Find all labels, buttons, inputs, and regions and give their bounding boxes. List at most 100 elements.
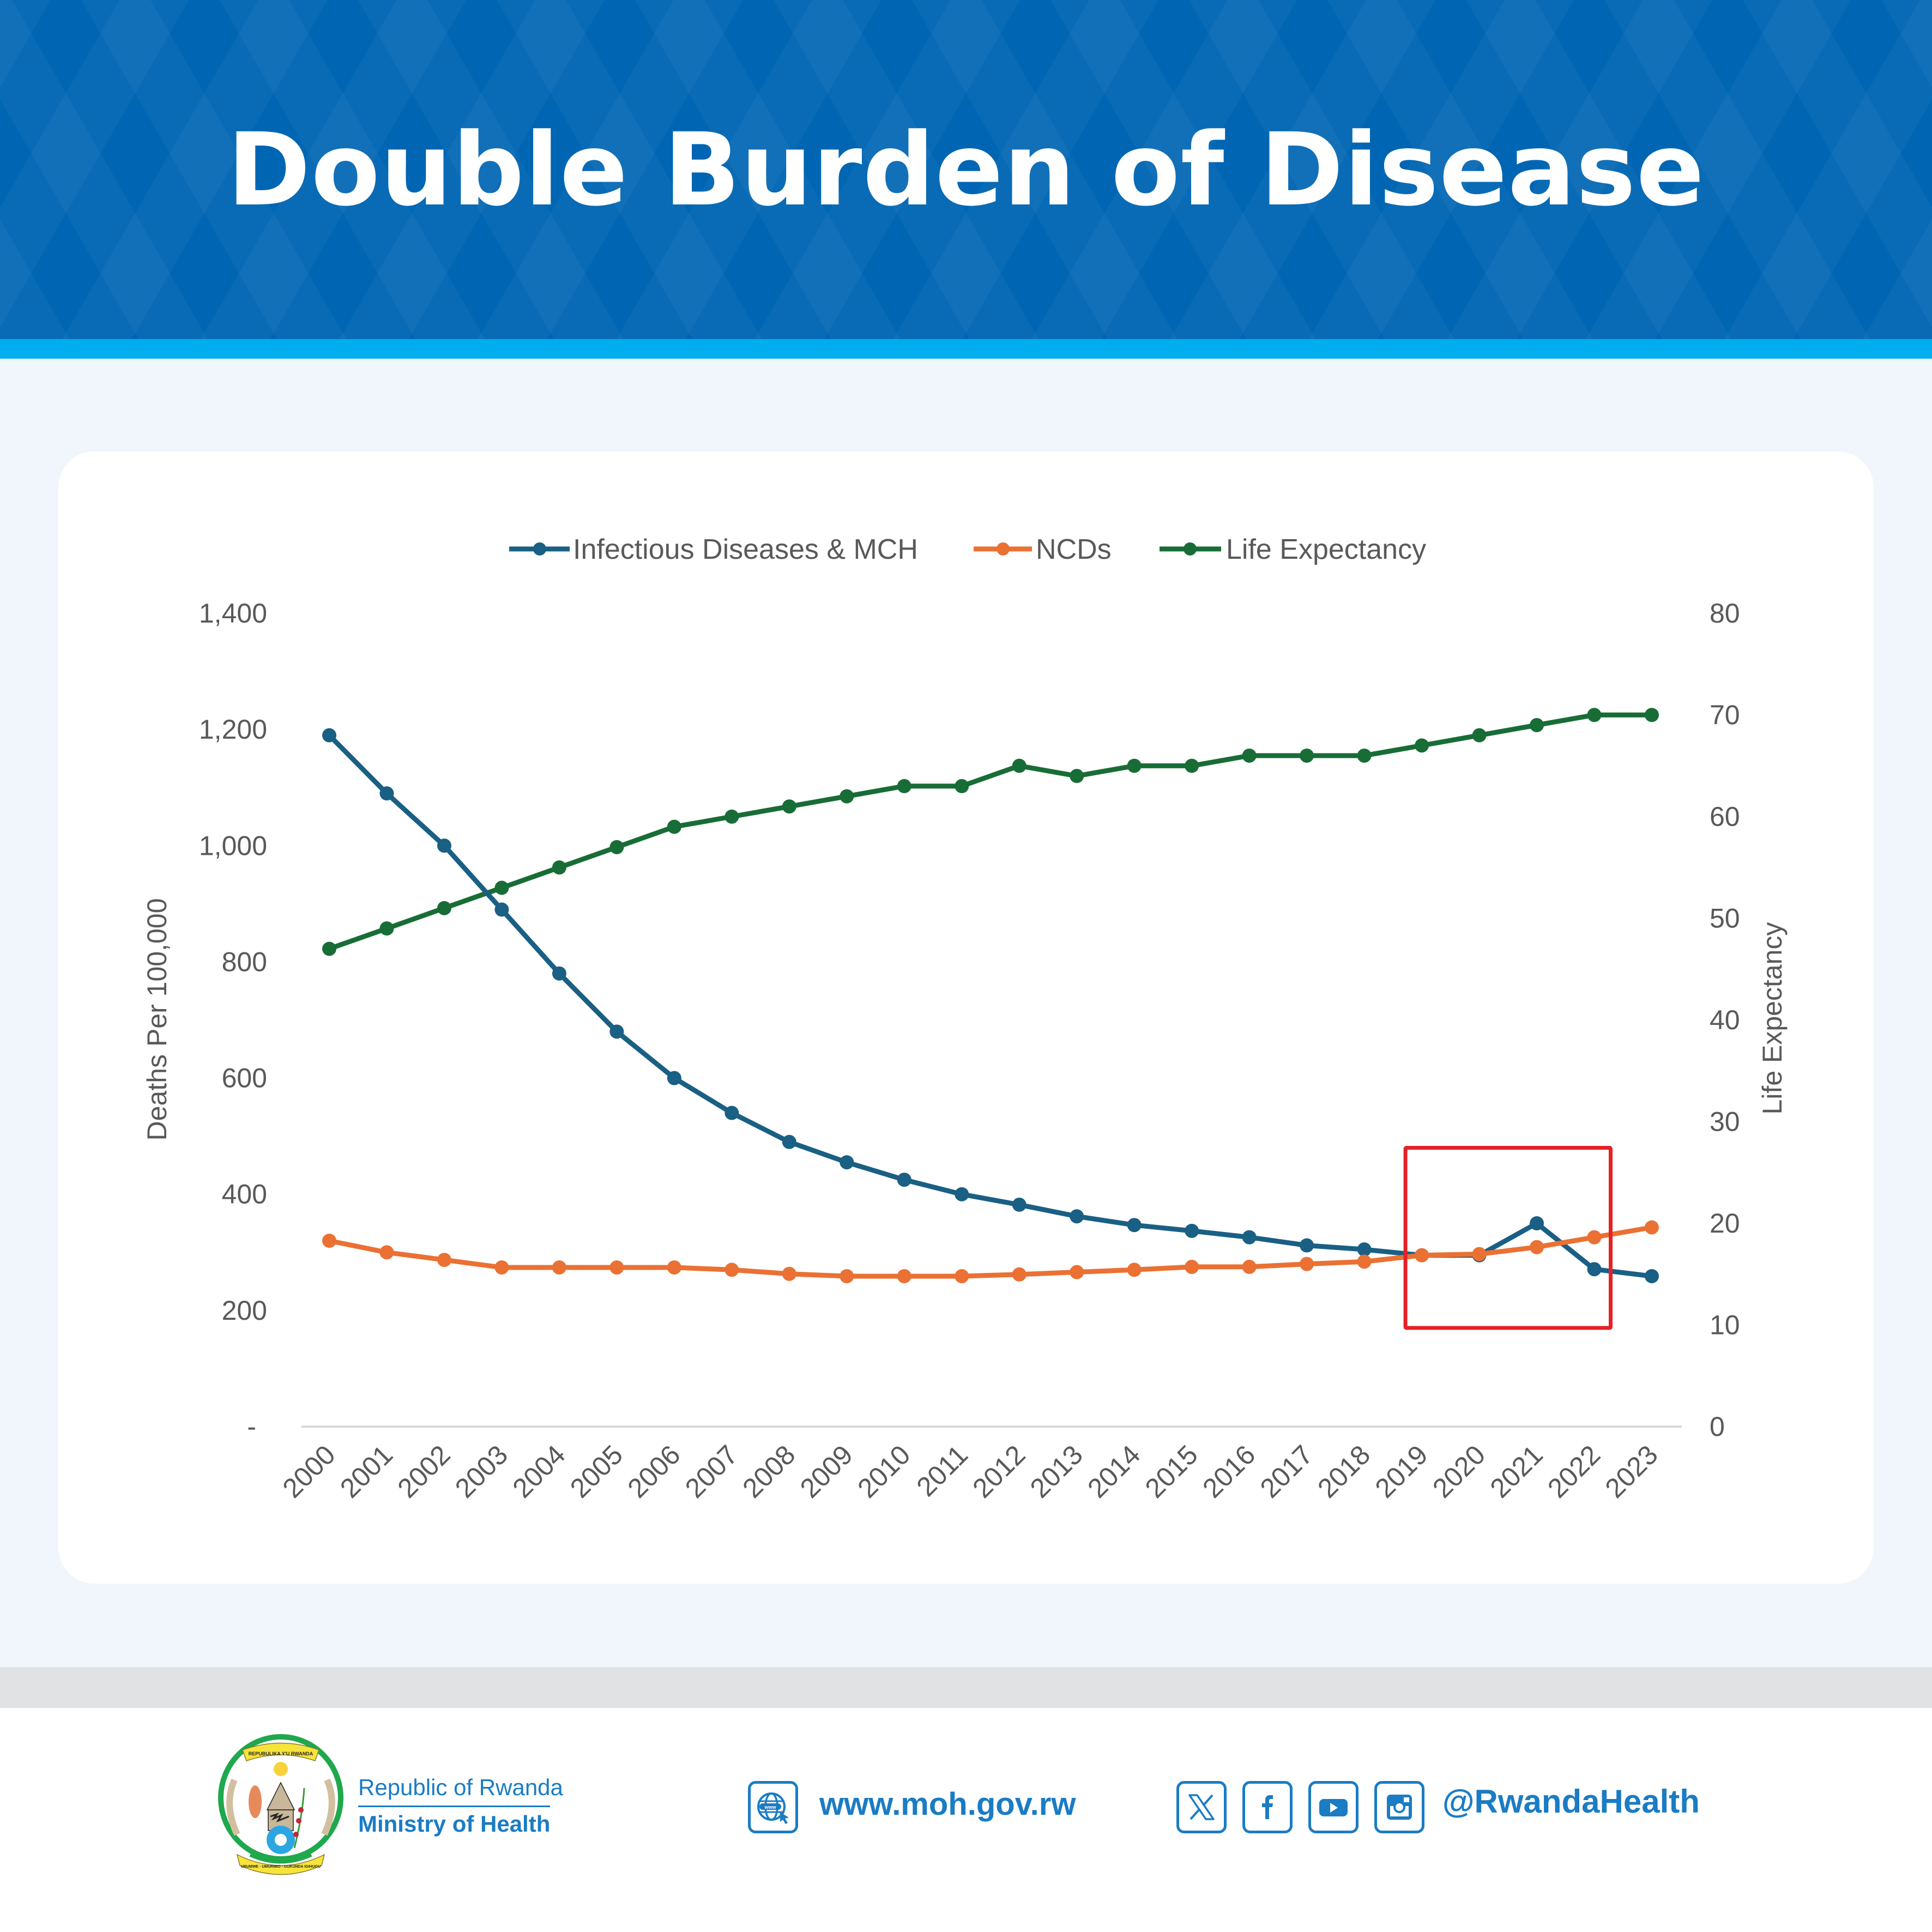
data-point-ncds	[1300, 1257, 1314, 1271]
x-tick-label: 2011	[910, 1439, 974, 1502]
data-point-life-expectancy	[782, 799, 796, 814]
x-tick-label: 2014	[1082, 1439, 1146, 1504]
data-point-infectious-diseases-and-mch	[1070, 1209, 1084, 1224]
data-point-ncds	[379, 1245, 394, 1260]
data-point-life-expectancy	[1645, 708, 1659, 722]
highlight-box	[1403, 1145, 1613, 1330]
data-point-life-expectancy	[667, 819, 681, 834]
y-right-tick-label: 0	[1710, 1411, 1725, 1442]
instagram-link[interactable]	[1374, 1781, 1424, 1833]
x-axis: 2000200120022003200420052006200720082009…	[277, 1439, 1664, 1504]
data-point-ncds	[1357, 1254, 1372, 1269]
divider-band	[0, 1667, 1932, 1708]
org-divider	[358, 1806, 550, 1807]
data-point-life-expectancy	[322, 941, 336, 956]
series-ncds	[322, 1220, 1659, 1283]
data-point-infectious-diseases-and-mch	[437, 838, 451, 853]
svg-text:www: www	[764, 1804, 776, 1810]
x-tick-label: 2015	[1139, 1439, 1204, 1504]
data-point-life-expectancy	[494, 880, 509, 895]
data-point-infectious-diseases-and-mch	[552, 966, 566, 981]
data-point-infectious-diseases-and-mch	[667, 1071, 681, 1085]
website-link-icon-box[interactable]: www	[748, 1781, 798, 1833]
data-point-life-expectancy	[1530, 718, 1544, 733]
y-left-tick-label: 200	[222, 1295, 267, 1326]
data-point-ncds	[322, 1233, 336, 1248]
x-tick-label: 2006	[621, 1439, 686, 1504]
series-layer	[322, 708, 1659, 1283]
data-point-ncds	[782, 1266, 796, 1281]
data-point-life-expectancy	[897, 779, 911, 794]
emblem-top-text: REPUBULIKA Y'U RWANDA	[249, 1751, 313, 1756]
legend-marker-ncds	[997, 542, 1010, 556]
y-right-tick-label: 80	[1710, 598, 1740, 629]
data-point-ncds	[667, 1260, 681, 1275]
data-point-infectious-diseases-and-mch	[494, 902, 509, 917]
data-point-life-expectancy	[1357, 748, 1372, 763]
chart-card	[58, 451, 1874, 1584]
x-tick-label: 2016	[1197, 1439, 1261, 1504]
y-right-tick-label: 20	[1710, 1208, 1740, 1239]
x-tick-label: 2019	[1369, 1439, 1434, 1504]
series-line-life-expectancy	[327, 713, 1655, 951]
data-point-life-expectancy	[1242, 748, 1257, 763]
data-point-infectious-diseases-and-mch	[840, 1155, 854, 1170]
x-link[interactable]	[1176, 1781, 1227, 1833]
y-axis-left: - 200 400 600 800 1,000 1,200 1,400	[199, 598, 267, 1442]
data-point-ncds	[840, 1269, 854, 1283]
data-point-infectious-diseases-and-mch	[724, 1106, 739, 1120]
data-point-life-expectancy	[1415, 738, 1429, 753]
series-infectious-diseases-and-mch	[322, 728, 1659, 1283]
y-left-tick-label: 1,400	[199, 598, 267, 629]
rwanda-emblem-icon: REPUBULIKA Y'U RWANDA UBUMWE - UMURIMO -…	[218, 1734, 343, 1875]
x-tick-label: 2003	[449, 1439, 514, 1504]
org-ministry-name: Ministry of Health	[358, 1811, 551, 1837]
data-point-infectious-diseases-and-mch	[1012, 1197, 1027, 1212]
y-left-tick-label: 1,000	[199, 830, 267, 861]
data-point-life-expectancy	[1070, 769, 1084, 783]
x-tick-label: 2013	[1024, 1439, 1089, 1504]
y-axis-left-title: Deaths Per 100,000	[142, 898, 172, 1141]
y-left-tick-label: 800	[222, 946, 267, 977]
data-point-infectious-diseases-and-mch	[782, 1134, 796, 1149]
data-point-life-expectancy	[379, 921, 394, 936]
data-point-infectious-diseases-and-mch	[1300, 1238, 1314, 1253]
website-link[interactable]: www.moh.gov.rw	[819, 1786, 1076, 1822]
legend-label-infectious: Infectious Diseases & MCH	[573, 534, 918, 565]
y-axis-right: 0 10 20 30 40 50 60 70 80	[1710, 598, 1740, 1442]
legend-label-life-expectancy: Life Expectancy	[1226, 534, 1426, 565]
data-point-ncds	[552, 1260, 566, 1275]
x-tick-label: 2009	[794, 1439, 859, 1504]
data-point-ncds	[1472, 1247, 1487, 1261]
youtube-link[interactable]	[1308, 1781, 1359, 1833]
data-point-ncds	[897, 1269, 911, 1283]
page-title: Double Burden of Disease	[227, 112, 1705, 228]
data-point-infectious-diseases-and-mch	[897, 1173, 911, 1187]
data-point-ncds	[1012, 1267, 1027, 1282]
data-point-life-expectancy	[840, 789, 854, 804]
data-point-ncds	[1242, 1259, 1257, 1274]
y-right-tick-label: 40	[1710, 1005, 1740, 1035]
org-country-name: Republic of Rwanda	[358, 1774, 563, 1800]
data-point-life-expectancy	[724, 810, 739, 824]
data-point-ncds	[494, 1260, 509, 1275]
data-point-infectious-diseases-and-mch	[1530, 1216, 1544, 1230]
y-right-tick-label: 30	[1710, 1107, 1740, 1137]
x-tick-label: 2007	[679, 1439, 744, 1504]
facebook-link[interactable]	[1242, 1781, 1293, 1833]
data-point-life-expectancy	[437, 901, 451, 915]
y-right-tick-label: 10	[1710, 1310, 1740, 1341]
data-point-ncds	[955, 1269, 969, 1283]
y-right-tick-label: 60	[1710, 801, 1740, 832]
annotation-layer	[1403, 1145, 1613, 1330]
social-handle[interactable]: @RwandaHealth	[1442, 1783, 1700, 1820]
data-point-infectious-diseases-and-mch	[1587, 1262, 1602, 1277]
y-left-tick-label: 400	[222, 1179, 267, 1210]
data-point-ncds	[1127, 1263, 1142, 1277]
data-point-life-expectancy	[1127, 758, 1142, 773]
x-icon	[1188, 1794, 1215, 1820]
data-point-ncds	[437, 1253, 451, 1267]
accent-band	[0, 339, 1932, 359]
series-line-ncds	[327, 1225, 1655, 1279]
